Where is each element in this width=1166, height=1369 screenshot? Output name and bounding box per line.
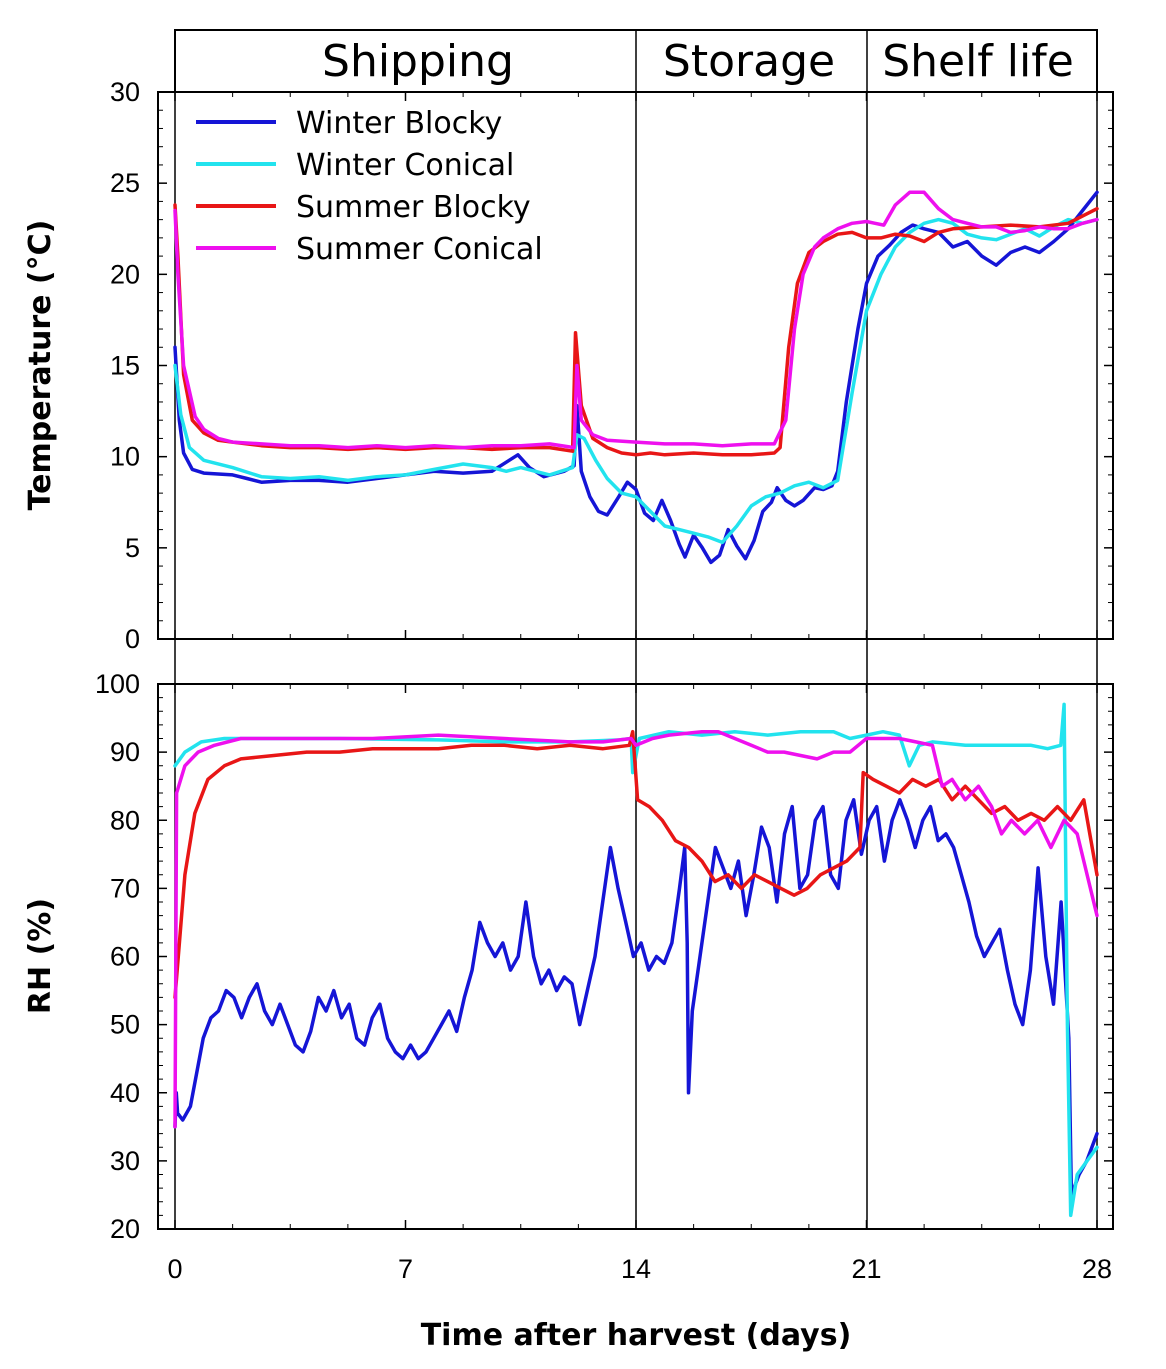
temperature-y-axis-label: Temperature (°C) — [23, 220, 58, 511]
rh-y-axis-label: RH (%) — [23, 898, 58, 1014]
x-tick-label: 7 — [398, 1254, 413, 1284]
temperature-y-ticks: 0 5 10 15 20 25 30 — [110, 77, 1113, 654]
legend: Winter Blocky Winter Conical Summer Bloc… — [196, 106, 543, 267]
temperature-y-tick-label: 30 — [110, 77, 140, 107]
rh-y-tick-label: 30 — [110, 1146, 140, 1176]
rh-series-winter-conical — [173, 702, 1099, 1218]
temperature-series-group — [173, 190, 1099, 565]
temperature-y-tick-label: 15 — [110, 351, 140, 381]
rh-y-tick-label: 20 — [110, 1214, 140, 1244]
temperature-y-tick-label: 20 — [110, 259, 140, 289]
rh-series-group — [173, 702, 1099, 1218]
rh-y-tick-label: 100 — [95, 669, 140, 699]
temperature-y-tick-label: 10 — [110, 442, 140, 472]
temperature-y-tick-label: 5 — [125, 533, 140, 563]
x-axis-ticks: 0 7 14 21 28 — [167, 1254, 1112, 1284]
rh-series-summer-conical — [173, 729, 1099, 1129]
x-axis-label: Time after harvest (days) — [421, 1318, 852, 1353]
temperature-y-tick-label: 0 — [125, 624, 140, 654]
rh-y-tick-label: 50 — [110, 1010, 140, 1040]
temperature-y-tick-label: 25 — [110, 168, 140, 198]
rh-y-ticks: 20 30 40 50 60 70 80 90 100 — [95, 669, 1113, 1244]
rh-y-tick-label: 70 — [110, 873, 140, 903]
x-tick-label: 0 — [167, 1254, 182, 1284]
legend-label-summer-conical: Summer Conical — [296, 232, 543, 267]
phase-label-shelf-life: Shelf life — [882, 36, 1074, 87]
rh-y-tick-label: 90 — [110, 737, 140, 767]
temperature-series-summer-blocky — [173, 203, 1099, 457]
rh-y-tick-label: 80 — [110, 805, 140, 835]
rh-y-tick-label: 40 — [110, 1078, 140, 1108]
x-tick-label: 14 — [621, 1254, 651, 1284]
rh-y-tick-label: 60 — [110, 942, 140, 972]
temperature-series-winter-conical — [173, 217, 1099, 545]
x-tick-label: 21 — [851, 1254, 881, 1284]
legend-label-winter-conical: Winter Conical — [296, 148, 514, 183]
legend-label-summer-blocky: Summer Blocky — [296, 190, 531, 225]
phase-label-storage: Storage — [663, 36, 835, 87]
temperature-series-summer-conical — [173, 190, 1099, 450]
rh-series-summer-blocky — [173, 729, 1099, 1000]
rh-series-winter-blocky — [173, 798, 1099, 1197]
x-tick-label: 28 — [1082, 1254, 1112, 1284]
legend-label-winter-blocky: Winter Blocky — [296, 106, 502, 141]
phase-label-shipping: Shipping — [322, 36, 514, 87]
